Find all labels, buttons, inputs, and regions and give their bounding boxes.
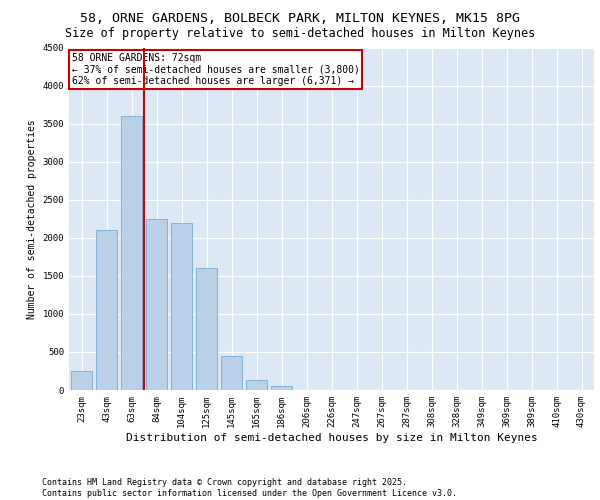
Bar	[196, 268, 217, 390]
Bar	[221, 356, 242, 390]
Bar	[246, 380, 267, 390]
Text: 58, ORNE GARDENS, BOLBECK PARK, MILTON KEYNES, MK15 8PG: 58, ORNE GARDENS, BOLBECK PARK, MILTON K…	[80, 12, 520, 26]
Bar	[96, 230, 117, 390]
Bar	[171, 222, 192, 390]
Text: Contains HM Land Registry data © Crown copyright and database right 2025.
Contai: Contains HM Land Registry data © Crown c…	[42, 478, 457, 498]
X-axis label: Distribution of semi-detached houses by size in Milton Keynes: Distribution of semi-detached houses by …	[125, 432, 538, 442]
Bar	[71, 371, 92, 390]
Bar	[146, 219, 167, 390]
Text: 58 ORNE GARDENS: 72sqm
← 37% of semi-detached houses are smaller (3,800)
62% of : 58 ORNE GARDENS: 72sqm ← 37% of semi-det…	[71, 52, 359, 86]
Text: Size of property relative to semi-detached houses in Milton Keynes: Size of property relative to semi-detach…	[65, 28, 535, 40]
Bar	[121, 116, 142, 390]
Bar	[271, 386, 292, 390]
Y-axis label: Number of semi-detached properties: Number of semi-detached properties	[27, 119, 37, 318]
